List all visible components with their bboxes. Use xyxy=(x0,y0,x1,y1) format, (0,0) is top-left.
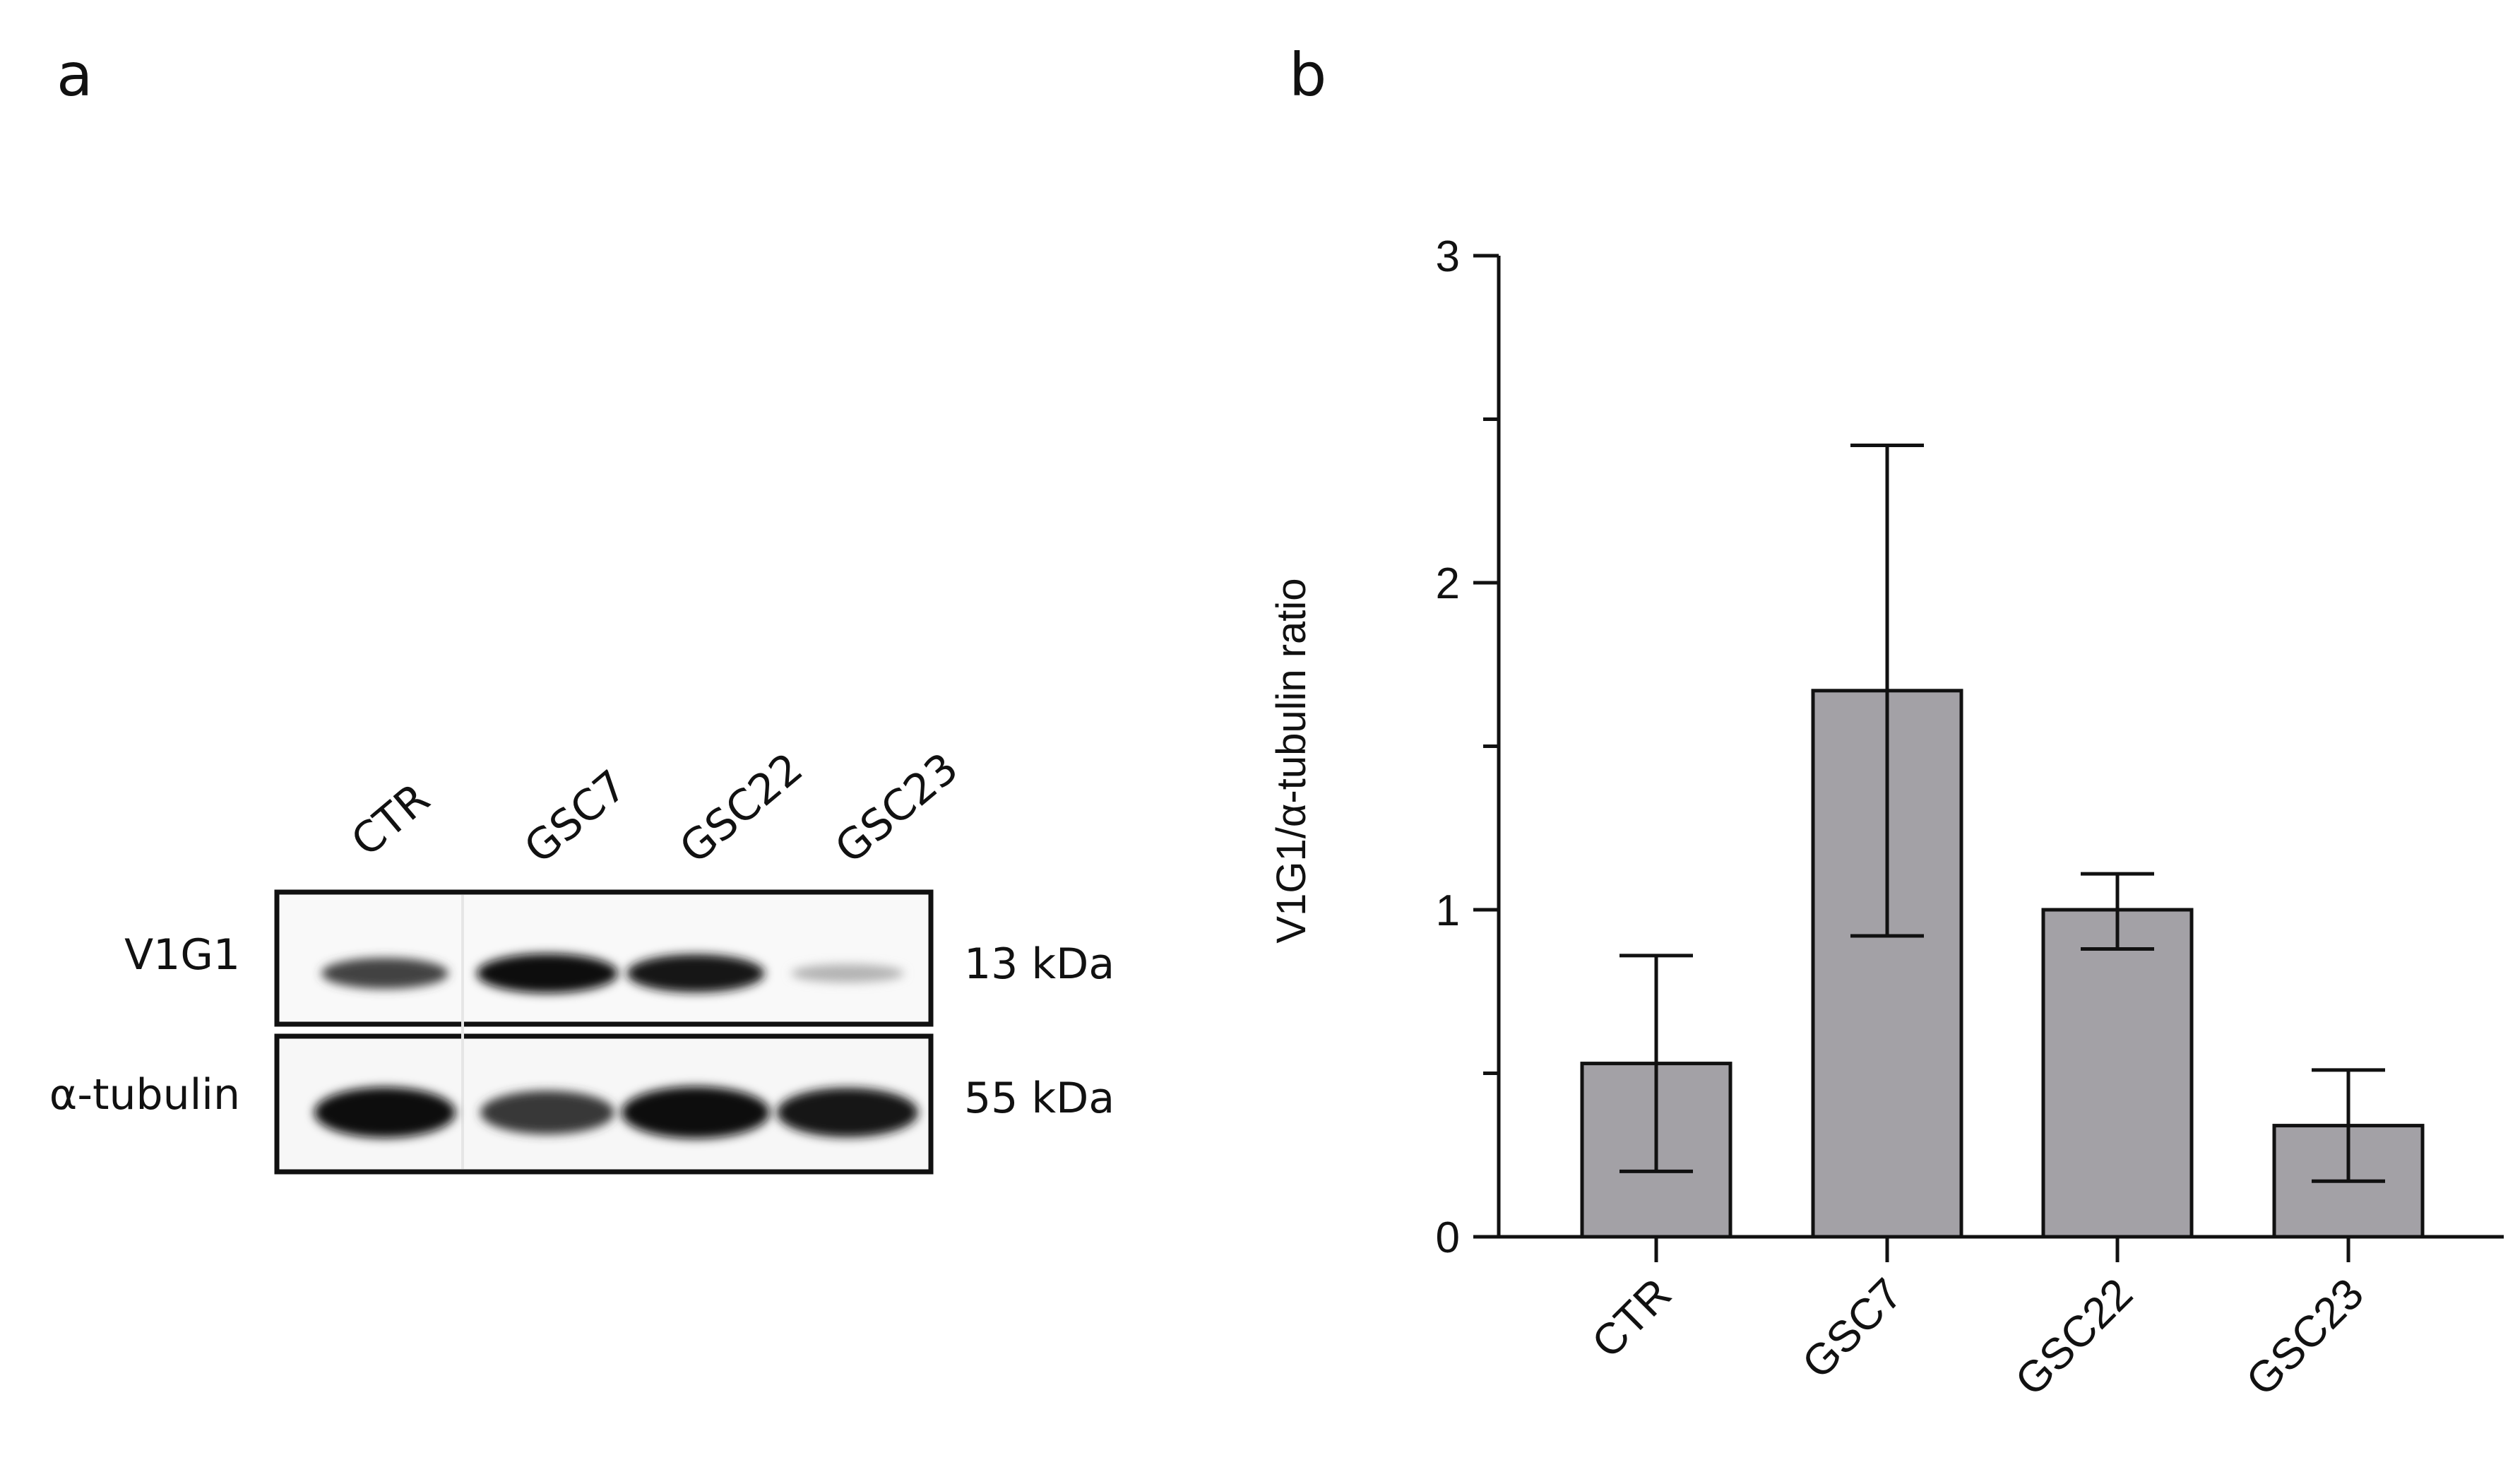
lane-label-gsc23: GSC23 xyxy=(826,743,968,873)
panel-label-b: b xyxy=(1289,40,1326,109)
blot-band xyxy=(622,1086,770,1139)
y-tick-label: 2 xyxy=(1436,559,1460,608)
y-axis-label: V1G1/α-tubulin ratio xyxy=(1268,578,1314,943)
y-tick-label: 3 xyxy=(1436,232,1460,281)
y-tick-label: 0 xyxy=(1436,1213,1460,1262)
blot-band xyxy=(777,1088,918,1137)
bars xyxy=(1580,444,2425,1239)
y-tick-label: 1 xyxy=(1436,886,1460,935)
lane-label-gsc22: GSC22 xyxy=(671,743,812,873)
x-tick-label: GSC23 xyxy=(2237,1269,2373,1406)
x-ticks: CTR GSC7 GSC22 GSC23 xyxy=(1583,1237,2373,1406)
y-ticks: 0 1 2 3 xyxy=(1436,232,1499,1262)
western-blot: CTR GSC7 GSC22 GSC23 V1G1 α-tubulin 13 k… xyxy=(49,743,1115,1175)
row-label-tubulin: α-tubulin xyxy=(49,1070,240,1120)
blot-band xyxy=(477,954,618,993)
blot-band xyxy=(626,954,765,992)
lane-label-gsc7: GSC7 xyxy=(516,761,636,873)
blot-band xyxy=(314,1087,456,1138)
x-tick-label: GSC7 xyxy=(1793,1269,1912,1388)
panel-label-a: a xyxy=(57,40,93,109)
blot-band xyxy=(480,1091,614,1134)
x-tick-label: GSC22 xyxy=(2006,1269,2142,1406)
blot-band xyxy=(791,964,904,983)
row-label-v1g1: V1G1 xyxy=(124,930,240,980)
size-label-13kda: 13 kDa xyxy=(964,939,1115,989)
blot-bands xyxy=(314,954,918,1139)
x-tick-label: CTR xyxy=(1583,1269,1681,1367)
bar xyxy=(2041,908,2194,1239)
blot-band xyxy=(321,958,448,989)
size-label-55kda: 55 kDa xyxy=(964,1074,1115,1123)
bar-chart: V1G1/α-tubulin ratio 0 1 2 3 CTR GSC7 GSC22 GS… xyxy=(1268,232,2504,1406)
lane-label-ctr: CTR xyxy=(343,774,439,867)
